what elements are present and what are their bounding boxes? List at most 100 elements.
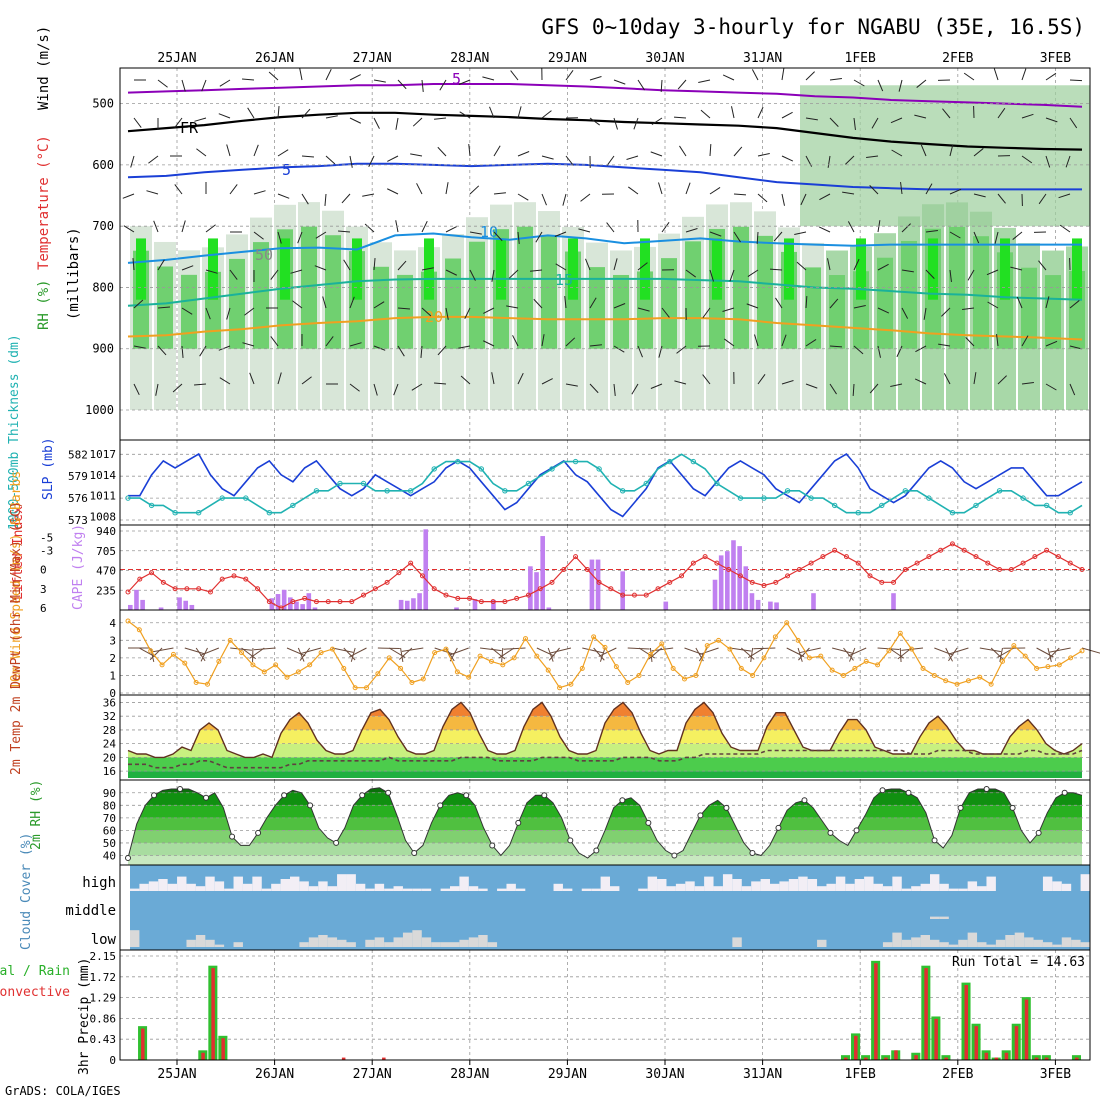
cloud-cell xyxy=(958,939,968,947)
li-marker xyxy=(149,570,155,576)
wind-barb xyxy=(702,307,711,319)
wind-speed-marker xyxy=(625,679,631,685)
rh-marker xyxy=(957,804,964,811)
wind-speed-marker xyxy=(170,651,176,657)
surface-barb xyxy=(480,647,502,652)
precip-rain-bar xyxy=(894,1050,898,1060)
series-line xyxy=(128,453,1083,514)
cloud-cell xyxy=(167,883,178,891)
wind-barb xyxy=(613,79,626,85)
series-marker xyxy=(879,502,885,509)
surface-barb xyxy=(150,647,155,662)
rh-marker xyxy=(593,847,600,854)
wind-barb xyxy=(420,345,423,358)
wind-barb xyxy=(853,79,865,87)
wind-speed-marker xyxy=(375,671,381,677)
wind-barb xyxy=(658,182,663,195)
wind-barb xyxy=(133,345,146,349)
surface-barb xyxy=(1047,647,1052,662)
surface-barb xyxy=(249,647,265,659)
wind-barb xyxy=(541,155,554,160)
wind-barb xyxy=(555,263,567,271)
li-marker xyxy=(961,547,967,553)
li-marker xyxy=(160,579,166,585)
cloud-cell xyxy=(1052,881,1062,891)
pressure-tick-label: 500 xyxy=(92,97,114,111)
rh-shading xyxy=(1000,238,1010,300)
surface-barb xyxy=(152,647,174,653)
li-marker xyxy=(796,567,802,572)
wind-barb xyxy=(226,144,231,157)
wind-speed-marker xyxy=(477,653,483,659)
wind-barb xyxy=(877,345,881,358)
temp-tick-label: 28 xyxy=(103,724,116,737)
wind-barb xyxy=(589,297,597,309)
cloud-cell xyxy=(195,886,206,891)
wind-barb xyxy=(362,193,375,197)
wind-barb xyxy=(949,188,962,195)
date-label-top: 26JAN xyxy=(255,51,294,66)
precip-total-label: Total / Rain xyxy=(0,964,70,979)
series-marker xyxy=(572,458,579,465)
wind-barb xyxy=(229,184,238,195)
surface-barb xyxy=(799,647,821,654)
wind-barb xyxy=(464,307,471,320)
surface-barb xyxy=(979,647,1002,653)
wind-barb xyxy=(277,193,290,199)
rh-marker xyxy=(177,786,184,793)
surface-barb xyxy=(698,647,719,656)
series-marker xyxy=(1067,510,1073,516)
wind-barb xyxy=(661,307,670,318)
wind-barb xyxy=(660,79,663,93)
wind-barb xyxy=(157,259,165,271)
wind-barb xyxy=(754,334,759,347)
wind-barb xyxy=(368,155,375,168)
wind-barb xyxy=(962,307,975,310)
cloud-cell xyxy=(214,881,225,891)
upper-air-ylabel: RH (%) xyxy=(36,279,52,330)
rh-shading xyxy=(1045,275,1061,349)
rh-shading xyxy=(325,235,341,349)
li-marker xyxy=(973,554,979,560)
wind-barb xyxy=(723,338,735,347)
cloud-cell xyxy=(402,888,413,891)
wind-barb xyxy=(901,307,909,319)
li-marker xyxy=(584,567,590,572)
wind-barb xyxy=(130,155,135,168)
wind-barb xyxy=(533,298,543,309)
wind-barb xyxy=(338,230,351,233)
surface-barb xyxy=(449,647,469,656)
cloud-cell xyxy=(995,939,1006,947)
rh-shading xyxy=(685,241,701,349)
surface-barb xyxy=(1049,647,1071,653)
li-marker xyxy=(679,573,685,579)
wind-speed-marker xyxy=(466,674,472,680)
pressure-tick-label: 600 xyxy=(92,158,114,172)
li-marker xyxy=(1032,554,1038,560)
cape-bar xyxy=(768,601,773,610)
cloud-cell xyxy=(751,881,761,891)
wind-barb xyxy=(133,383,140,396)
series-marker xyxy=(384,488,390,494)
series-marker xyxy=(902,488,909,494)
li-marker xyxy=(431,586,437,592)
wind-barb xyxy=(685,228,698,233)
rh-shading xyxy=(352,238,362,300)
wind-barb xyxy=(174,184,183,195)
surface-barb xyxy=(948,647,958,662)
series-marker xyxy=(784,488,791,494)
li-marker xyxy=(843,554,849,560)
wind-barb xyxy=(397,79,407,90)
date-label-bottom: 27JAN xyxy=(353,1067,392,1082)
wind-barb xyxy=(633,117,639,130)
li-marker xyxy=(172,586,178,592)
wind-barb xyxy=(794,231,807,235)
cloud-cell xyxy=(384,888,394,891)
rh-shading xyxy=(397,274,413,349)
cloud-cell xyxy=(948,944,959,947)
cloud-cell xyxy=(845,883,855,891)
wind-barb xyxy=(554,231,567,237)
wind-speed-marker xyxy=(682,676,687,682)
cloud-cell xyxy=(854,879,865,891)
wind-barb xyxy=(773,231,783,242)
